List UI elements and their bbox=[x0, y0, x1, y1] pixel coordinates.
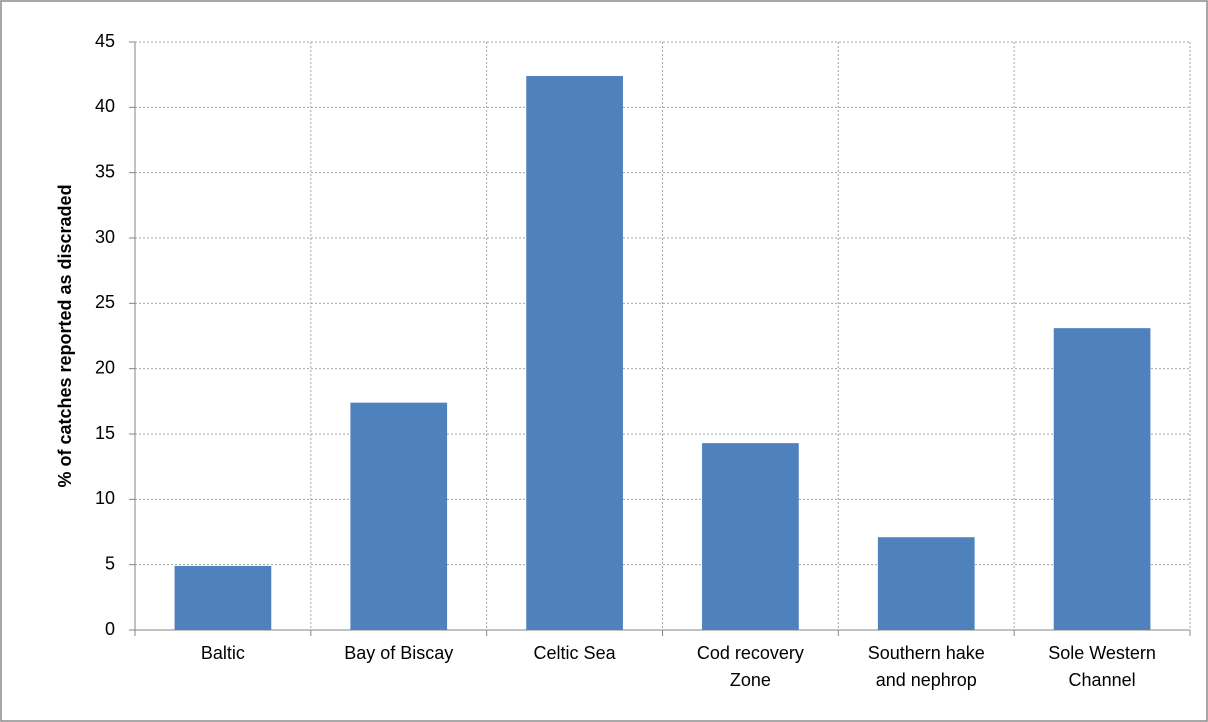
bar bbox=[877, 537, 975, 630]
y-tick-label: 45 bbox=[95, 31, 115, 51]
x-tick-label: Sole Western Channel bbox=[1048, 643, 1156, 690]
y-axis-label: % of catches reported as discraded bbox=[55, 184, 75, 487]
y-tick-label: 5 bbox=[105, 553, 115, 573]
y-tick-label: 40 bbox=[95, 96, 115, 116]
y-tick-label: 35 bbox=[95, 161, 115, 181]
bar bbox=[350, 402, 448, 630]
y-tick-label: 10 bbox=[95, 488, 115, 508]
bar bbox=[174, 565, 272, 630]
x-tick-label: Celtic Sea bbox=[533, 643, 616, 663]
x-tick-label: Baltic bbox=[200, 643, 245, 663]
y-tick-label: 0 bbox=[105, 619, 115, 639]
y-tick-label: 25 bbox=[95, 292, 115, 312]
x-tick-label: Bay of Biscay bbox=[344, 643, 454, 663]
x-tick-label: Southern hake and nephrop bbox=[867, 643, 985, 690]
y-tick-label: 30 bbox=[95, 227, 115, 247]
x-tick-label: Cod recovery Zone bbox=[696, 643, 804, 690]
y-tick-label: 15 bbox=[95, 423, 115, 443]
bar bbox=[1053, 328, 1151, 630]
bar bbox=[526, 75, 623, 631]
y-tick-label: 20 bbox=[95, 357, 115, 377]
bar bbox=[702, 443, 799, 630]
